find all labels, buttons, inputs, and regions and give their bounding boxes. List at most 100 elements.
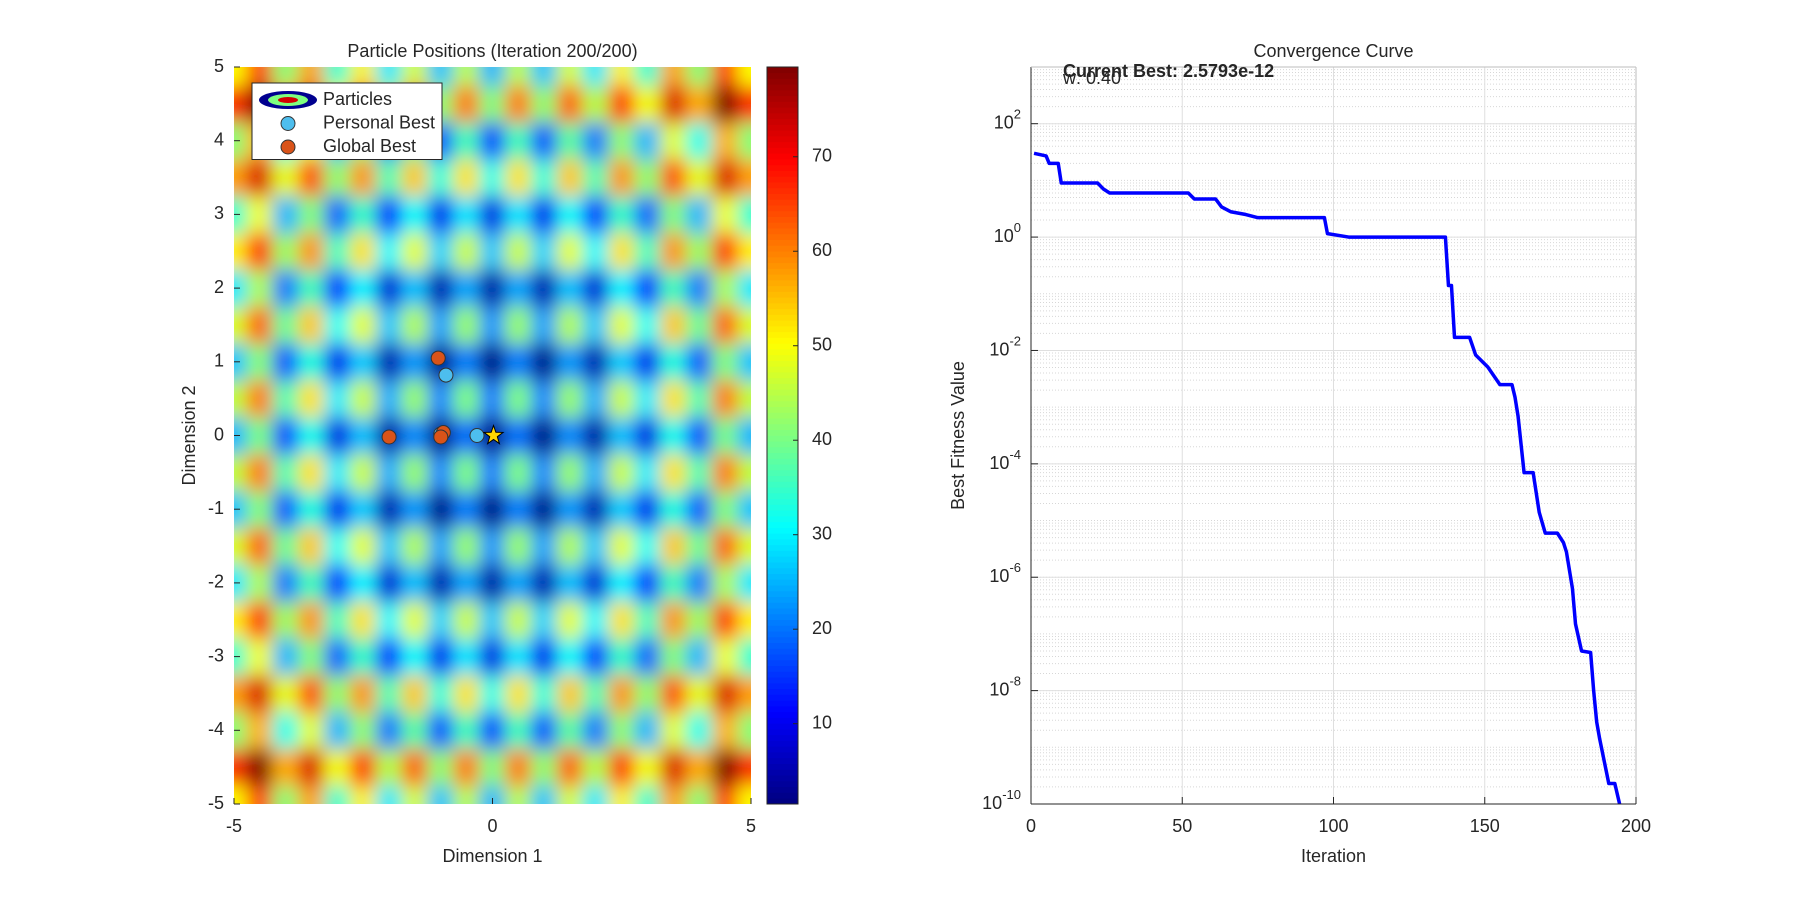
colorbar-slice: [767, 723, 798, 730]
colorbar-slice: [767, 561, 798, 569]
colorbar-slice: [767, 83, 798, 91]
heatmap-cell: [660, 674, 687, 713]
heatmap-cell: [660, 748, 687, 787]
heatmap-cell: [453, 527, 481, 565]
heatmap-cell: [556, 121, 584, 160]
heatmap-cell: [737, 527, 751, 565]
heatmap-cell: [530, 306, 558, 344]
heatmap-cell: [479, 785, 506, 804]
heatmap-cell: [323, 416, 351, 455]
heatmap-cell: [556, 527, 584, 565]
heatmap-cell: [375, 711, 403, 750]
heatmap-cell: [479, 600, 506, 639]
y-tick-label: -3: [208, 645, 224, 665]
heatmap-cell: [737, 195, 751, 234]
particle-marker: [381, 429, 397, 445]
heatmap-cell: [298, 453, 325, 492]
heatmap-cell: [685, 416, 713, 455]
colorbar-slice: [767, 331, 798, 338]
heatmap-cell: [323, 306, 351, 344]
heatmap-cell: [453, 674, 481, 713]
heatmap-cell: [737, 416, 751, 455]
heatmap-cell: [504, 269, 532, 308]
heatmap-cell: [234, 711, 248, 750]
colorbar-slice: [767, 682, 798, 690]
colorbar-slice: [767, 366, 798, 373]
heatmap-cell: [375, 637, 403, 676]
heatmap-cell: [660, 453, 687, 492]
heatmap-cell: [234, 84, 248, 123]
colorbar-slice: [767, 164, 798, 171]
heatmap-cell: [453, 195, 481, 234]
heatmap-cell: [737, 453, 751, 492]
heatmap-cell: [246, 674, 274, 713]
heatmap-cell: [582, 674, 610, 713]
heatmap-cell: [401, 527, 429, 565]
heatmap-cell: [375, 490, 403, 529]
heatmap-cell: [375, 67, 403, 86]
heatmap-cell: [685, 785, 713, 804]
heatmap-cell: [272, 379, 300, 418]
colorbar-slice: [767, 533, 798, 540]
colorbar-slice: [767, 245, 798, 252]
heatmap-cell: [685, 563, 713, 602]
heatmap-cell: [298, 563, 325, 602]
heatmap-cell: [272, 674, 300, 713]
heatmap-cell: [634, 158, 662, 197]
colorbar-slice: [767, 302, 798, 310]
heatmap-cell: [711, 342, 739, 381]
heatmap-cell: [234, 637, 248, 676]
heatmap-cell: [323, 637, 351, 676]
heatmap-cell: [504, 195, 532, 234]
heatmap-cell: [582, 342, 610, 381]
colorbar-slice: [767, 371, 798, 379]
heatmap-cell: [504, 490, 532, 529]
heatmap-cell: [234, 158, 248, 197]
colorbar-slice: [767, 118, 798, 125]
colorbar-slice: [767, 584, 798, 592]
heatmap-cell: [660, 158, 687, 197]
heatmap-cell: [711, 269, 739, 308]
heatmap-cell: [401, 674, 429, 713]
heatmap-cell: [375, 342, 403, 381]
colorbar-slice: [767, 550, 798, 557]
colorbar-slice: [767, 786, 798, 793]
x-tick-label: 5: [746, 816, 756, 836]
heatmap-cell: [504, 527, 532, 565]
colorbar-slice: [767, 383, 798, 390]
heatmap-cell: [375, 232, 403, 271]
heatmap-cell: [298, 637, 325, 676]
colorbar-slice: [767, 320, 798, 327]
y-tick-label: 4: [214, 129, 224, 149]
heatmap-cell: [504, 748, 532, 787]
colorbar-slice: [767, 746, 798, 753]
colorbar-slice: [767, 757, 798, 764]
colorbar-slice: [767, 400, 798, 408]
heatmap-cell: [427, 490, 455, 529]
colorbar-slice: [767, 394, 798, 402]
heatmap-cell: [685, 748, 713, 787]
heatmap-cell: [246, 232, 274, 271]
heatmap-cell: [634, 342, 662, 381]
heatmap-cell: [323, 67, 351, 86]
heatmap-cell: [634, 195, 662, 234]
heatmap-cell: [634, 637, 662, 676]
heatmap-cell: [349, 711, 377, 750]
heatmap-cell: [504, 342, 532, 381]
heatmap-cell: [582, 232, 610, 271]
colorbar-slice: [767, 343, 798, 350]
heatmap-cell: [349, 490, 377, 529]
heatmap-cell: [711, 637, 739, 676]
y-tick-label: -4: [208, 719, 224, 739]
colorbar-slice: [767, 498, 798, 505]
heatmap-cell: [685, 711, 713, 750]
colorbar-slice: [767, 417, 798, 425]
colorbar-slice: [767, 285, 798, 292]
heatmap-cell: [246, 600, 274, 639]
heatmap-cell: [427, 379, 455, 418]
heatmap-cell: [427, 527, 455, 565]
heatmap-cell: [323, 748, 351, 787]
heatmap-cell: [608, 453, 636, 492]
heatmap-cell: [737, 67, 751, 86]
colorbar-slice: [767, 648, 798, 655]
